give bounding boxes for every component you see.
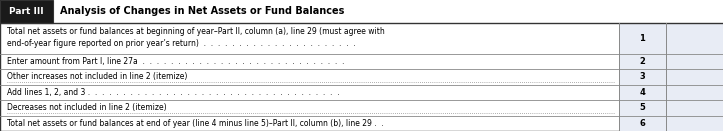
- Bar: [666, 54, 723, 69]
- Bar: [619, 116, 666, 131]
- Text: Part III: Part III: [9, 7, 43, 16]
- Bar: [619, 23, 666, 54]
- Bar: [0, 0, 53, 23]
- Bar: [619, 100, 666, 116]
- Bar: [666, 116, 723, 131]
- Bar: [666, 69, 723, 85]
- Text: 6: 6: [639, 119, 646, 128]
- Text: 2: 2: [639, 57, 646, 66]
- Text: 1: 1: [639, 34, 646, 43]
- Bar: [666, 100, 723, 116]
- Text: Decreases not included in line 2 (itemize): Decreases not included in line 2 (itemiz…: [7, 103, 167, 112]
- Bar: [619, 69, 666, 85]
- Text: Total net assets or fund balances at beginning of year–Part II, column (a), line: Total net assets or fund balances at beg…: [7, 27, 385, 36]
- Bar: [0, 0, 53, 23]
- Text: Enter amount from Part I, line 27a  .  .  .  .  .  .  .  .  .  .  .  .  .  .  . : Enter amount from Part I, line 27a . . .…: [7, 57, 345, 66]
- Text: Analysis of Changes in Net Assets or Fund Balances: Analysis of Changes in Net Assets or Fun…: [60, 6, 344, 17]
- Bar: [619, 85, 666, 100]
- Bar: [0, 0, 723, 23]
- Bar: [619, 54, 666, 69]
- Text: 5: 5: [639, 103, 646, 112]
- Text: 4: 4: [639, 88, 646, 97]
- Text: Other increases not included in line 2 (itemize): Other increases not included in line 2 (…: [7, 72, 187, 81]
- Text: 3: 3: [640, 72, 645, 81]
- Text: Add lines 1, 2, and 3 .  .  .  .  .  .  .  .  .  .  .  .  .  .  .  .  .  .  .  .: Add lines 1, 2, and 3 . . . . . . . . . …: [7, 88, 340, 97]
- Bar: [666, 85, 723, 100]
- Text: end-of-year figure reported on prior year’s return)  .  .  .  .  .  .  .  .  .  : end-of-year figure reported on prior yea…: [7, 39, 356, 48]
- Bar: [666, 23, 723, 54]
- Text: Total net assets or fund balances at end of year (line 4 minus line 5)–Part II, : Total net assets or fund balances at end…: [7, 119, 384, 128]
